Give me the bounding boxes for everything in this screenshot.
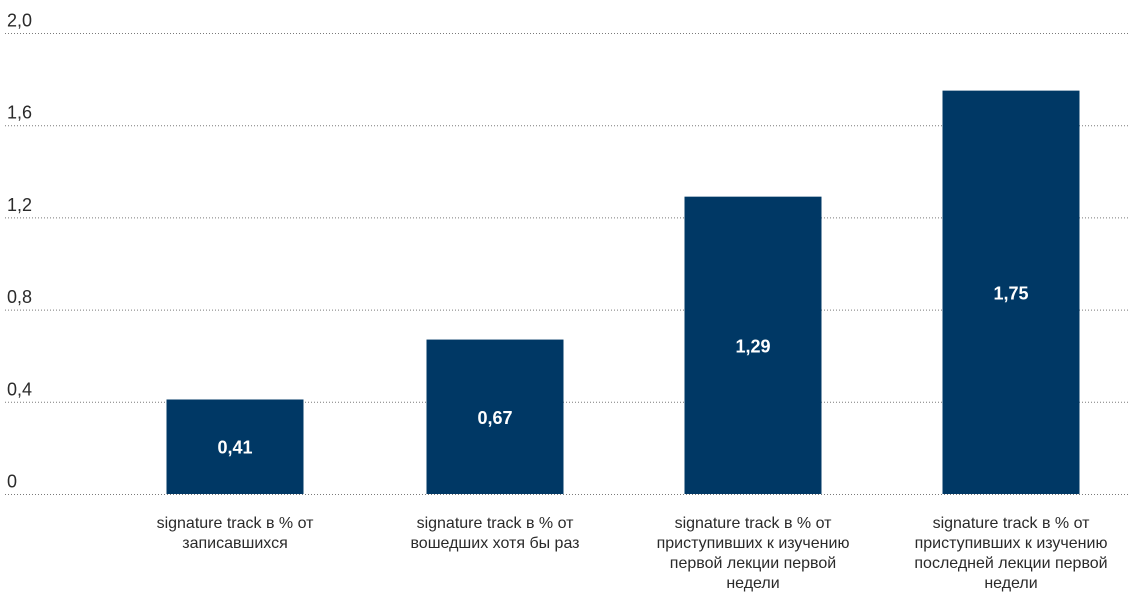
- bar-value-label: 1,29: [735, 336, 770, 356]
- category-label: signature track в % от записавшихся: [157, 515, 315, 552]
- category-label: signature track в % от приступивших к изу…: [657, 515, 850, 592]
- bar: [166, 399, 304, 494]
- category-label-line: вошедших хотя бы раз: [410, 535, 579, 552]
- category-label-line: signature track в % от: [933, 515, 1091, 532]
- y-tick-label: 1,6: [7, 103, 32, 123]
- bar: [942, 90, 1080, 494]
- x-axis-category-labels: signature track в % от записавшихсяsignat…: [157, 515, 1108, 592]
- y-tick-label: 0,8: [7, 287, 32, 307]
- category-label: signature track в % от приступивших к изу…: [914, 515, 1107, 592]
- category-label-line: signature track в % от: [417, 515, 575, 532]
- category-label-line: недели: [984, 575, 1037, 592]
- y-tick-label: 2,0: [7, 11, 32, 31]
- bar: [426, 339, 564, 494]
- bar-value-label: 0,41: [217, 438, 252, 458]
- category-label-line: последней лекции первой: [914, 555, 1107, 572]
- category-label-line: записавшихся: [182, 535, 288, 552]
- category-label-line: приступивших к изучению: [657, 535, 850, 552]
- bar-value-label: 1,75: [993, 283, 1028, 303]
- category-label-line: signature track в % от: [675, 515, 833, 532]
- bars: [166, 90, 1080, 494]
- y-tick-label: 0,4: [7, 379, 32, 399]
- y-tick-label: 0: [7, 472, 17, 492]
- y-tick-label: 1,2: [7, 195, 32, 215]
- bar-value-label: 0,67: [477, 408, 512, 428]
- data-labels: 0,41 0,67 1,29 1,75: [217, 283, 1028, 457]
- category-label-line: signature track в % от: [157, 515, 315, 532]
- category-label-line: недели: [726, 575, 779, 592]
- category-label-line: первой лекции первой: [670, 555, 836, 572]
- category-label: signature track в % от вошедших хотя бы р…: [410, 515, 579, 552]
- category-label-line: приступивших к изучению: [915, 535, 1108, 552]
- bar: [684, 196, 822, 494]
- y-axis-tick-labels: 0 0,4 0,8 1,2 1,6 2,0: [7, 11, 32, 492]
- gridlines: [5, 33, 1128, 495]
